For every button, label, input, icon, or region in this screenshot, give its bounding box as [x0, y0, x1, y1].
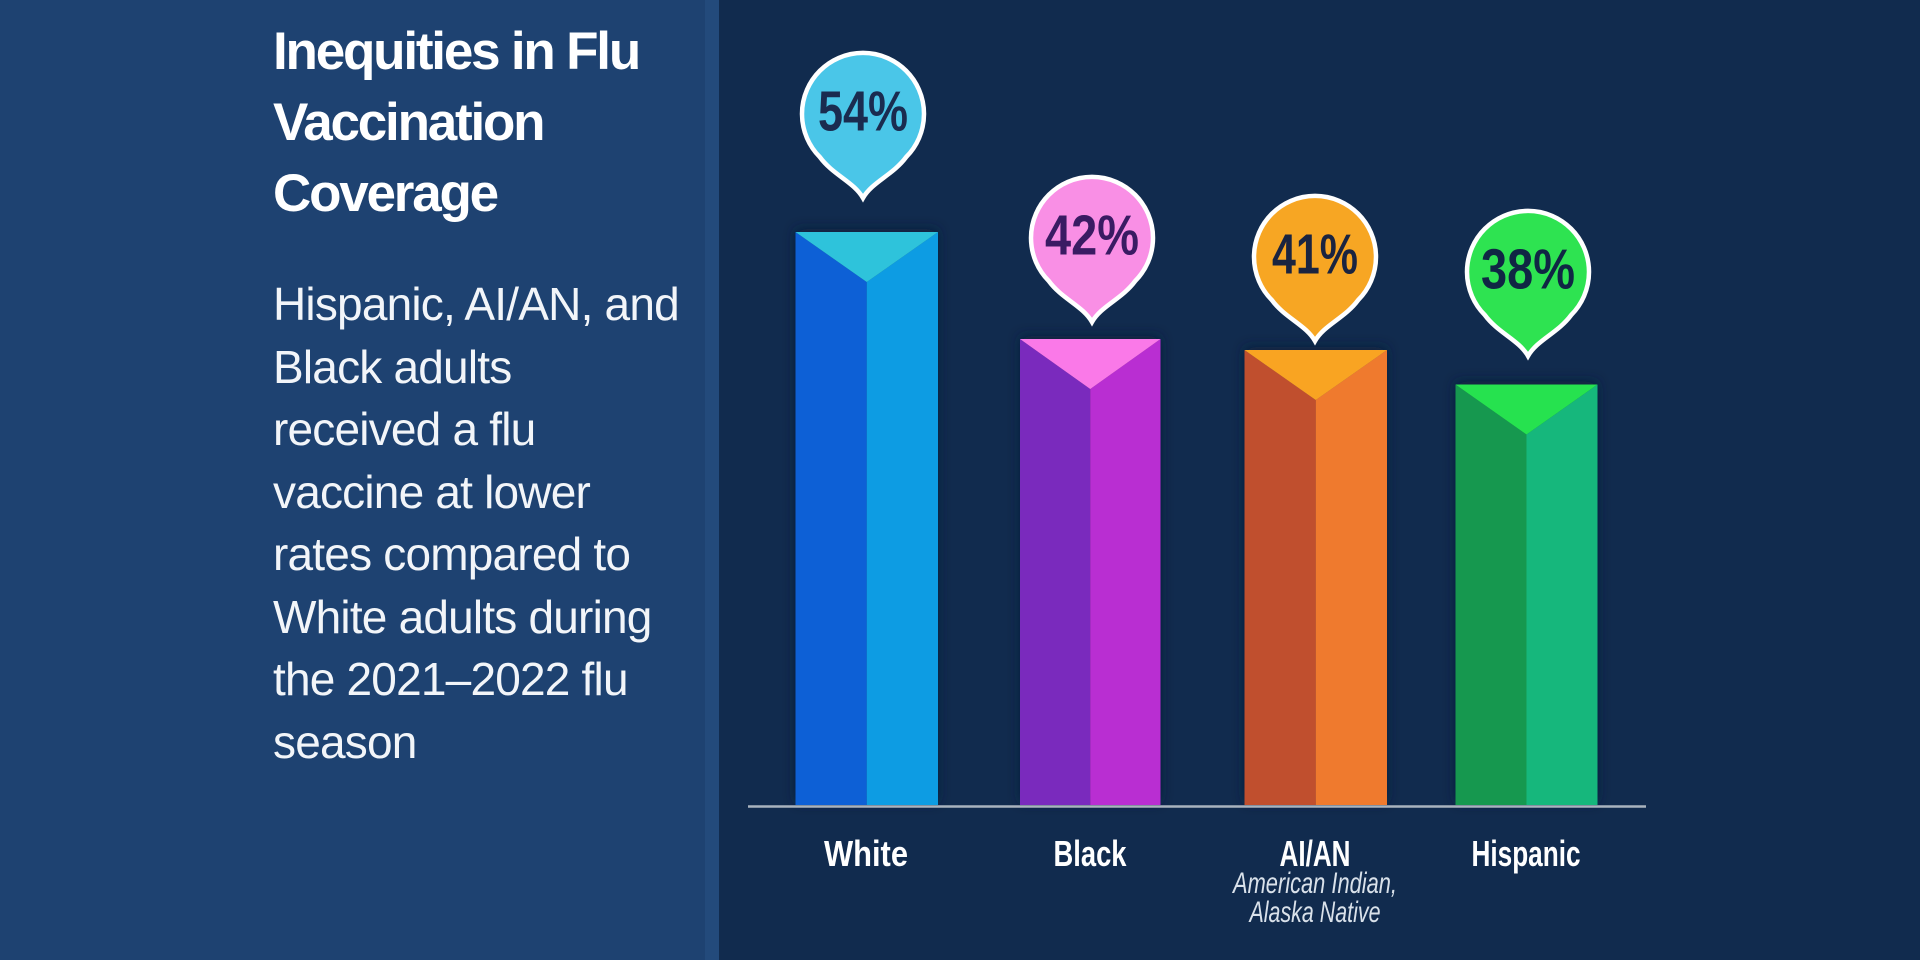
svg-text:38%: 38%	[1481, 238, 1575, 302]
svg-text:AI/AN: AI/AN	[1280, 833, 1351, 874]
svg-text:Black: Black	[1054, 833, 1128, 874]
svg-text:White: White	[824, 833, 908, 874]
svg-text:54%: 54%	[818, 80, 908, 144]
svg-text:41%: 41%	[1272, 223, 1358, 287]
svg-text:Hispanic: Hispanic	[1472, 833, 1581, 874]
svg-text:42%: 42%	[1045, 204, 1139, 268]
svg-text:Alaska Native: Alaska Native	[1248, 896, 1380, 929]
svg-text:American Indian,: American Indian,	[1232, 867, 1397, 900]
